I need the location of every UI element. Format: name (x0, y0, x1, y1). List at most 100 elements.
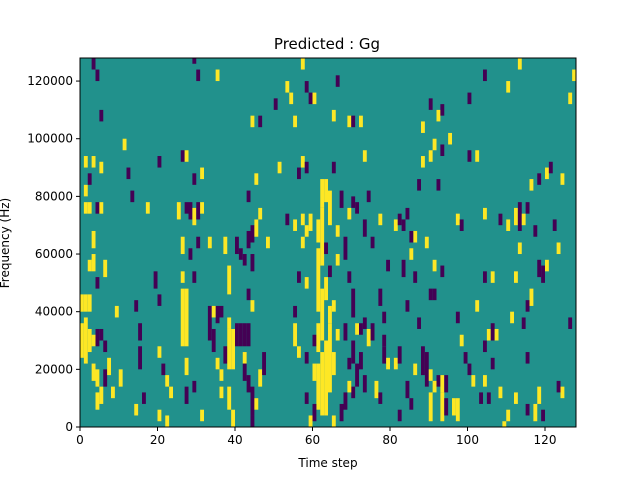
heatmap-cell (510, 311, 515, 324)
heatmap-cell (397, 213, 402, 226)
heatmap-cell (378, 392, 383, 404)
heatmap-cell (180, 271, 185, 283)
heatmap-cell (521, 317, 526, 329)
heatmap-cell (529, 179, 534, 191)
heatmap-cell (455, 311, 460, 324)
heatmap-cell (242, 323, 247, 347)
heatmap-cell (366, 328, 371, 347)
heatmap-cell (541, 409, 546, 422)
heatmap-cell (440, 144, 445, 157)
heatmap-cell (91, 230, 96, 249)
heatmap-cell (378, 288, 383, 306)
heatmap-cell (250, 415, 255, 427)
heatmap-cell (537, 386, 542, 404)
heatmap-cell (83, 184, 88, 197)
heatmap-cell (169, 386, 174, 399)
heatmap-cell (250, 225, 255, 243)
heatmap-cell (506, 409, 511, 422)
heatmap-cell (413, 230, 418, 243)
heatmap-cell (401, 259, 406, 278)
heatmap-cell (304, 81, 309, 93)
heatmap-cell (421, 156, 425, 168)
heatmap-cell (215, 305, 220, 324)
x-tick-label: 80 (382, 433, 397, 447)
heatmap-cell (351, 115, 356, 128)
heatmap-cell (432, 138, 437, 151)
heatmap-cell (145, 202, 150, 214)
x-tick-label: 120 (534, 433, 557, 447)
heatmap-cell (517, 202, 522, 231)
heatmap-cell (328, 190, 332, 226)
heatmap-cell (463, 352, 468, 364)
heatmap-cell (99, 328, 104, 341)
heatmap-cell (231, 328, 236, 370)
heatmap-cell (293, 115, 298, 128)
heatmap-cell (188, 248, 193, 260)
heatmap-cell (362, 317, 367, 329)
heatmap-cell (138, 346, 143, 370)
heatmap-cell (347, 380, 352, 393)
heatmap-cell (184, 202, 189, 214)
plot-area (79, 57, 577, 428)
heatmap-cell (95, 328, 100, 347)
heatmap-cell (545, 167, 549, 180)
heatmap-cell (455, 398, 460, 422)
heatmap-cell (483, 271, 487, 283)
heatmap-cell (382, 311, 387, 324)
x-tick-label: 0 (76, 433, 84, 447)
heatmap-cell (572, 69, 577, 82)
heatmap-cell (355, 363, 360, 387)
x-axis-label: Time step (297, 456, 357, 470)
heatmap-cell (242, 254, 247, 266)
heatmap-cell (490, 323, 495, 341)
heatmap-cell (192, 207, 197, 226)
heatmap-cell (514, 271, 518, 283)
heatmap-cell (556, 242, 561, 255)
heatmap-cell (409, 248, 414, 260)
heatmap-cell (196, 202, 201, 220)
heatmap-cell (316, 323, 321, 353)
heatmap-cell (165, 375, 170, 387)
heatmap-cell (331, 109, 336, 122)
heatmap-cell (180, 288, 185, 347)
heatmap-cell (308, 213, 313, 231)
heatmap-cell (537, 173, 542, 185)
heatmap-cell (320, 179, 325, 208)
heatmap-cell (188, 202, 193, 220)
heatmap-cell (293, 305, 298, 318)
heatmap-cell (254, 398, 259, 410)
heatmap-cell (157, 409, 162, 422)
heatmap-cell (91, 334, 96, 347)
heatmap-cell (138, 323, 143, 341)
heatmap-cell (335, 254, 340, 266)
heatmap-cell (498, 213, 503, 226)
y-tick-label: 80000 (35, 189, 73, 203)
heatmap-cell (246, 230, 251, 249)
heatmap-cell (393, 357, 398, 370)
heatmap-cell (331, 300, 336, 312)
heatmap-cell (87, 173, 92, 185)
heatmap-cell (99, 161, 104, 174)
heatmap-cell (285, 213, 290, 226)
heatmap-cell (95, 369, 100, 387)
heatmap-cell (448, 132, 453, 145)
heatmap-cell (254, 173, 259, 185)
heatmap-cell (432, 259, 437, 272)
heatmap-cell (362, 219, 367, 237)
heatmap-cell (351, 340, 356, 364)
heatmap-cell (568, 317, 573, 329)
heatmap-cell (91, 156, 96, 168)
heatmap-cell (428, 98, 433, 110)
heatmap-cell (235, 236, 239, 255)
heatmap-cell (436, 375, 441, 387)
heatmap-cell (266, 236, 270, 249)
heatmap-cell (184, 288, 189, 347)
heatmap-cell (432, 380, 437, 393)
heatmap-cell (246, 190, 251, 203)
heatmap-cell (227, 317, 232, 329)
heatmap-cell (351, 196, 356, 208)
heatmap-cell (386, 259, 391, 272)
x-tick-label: 40 (227, 433, 242, 447)
heatmap-cell (413, 363, 418, 376)
x-axis: 0 20 40 60 80 100 120 (76, 427, 556, 447)
